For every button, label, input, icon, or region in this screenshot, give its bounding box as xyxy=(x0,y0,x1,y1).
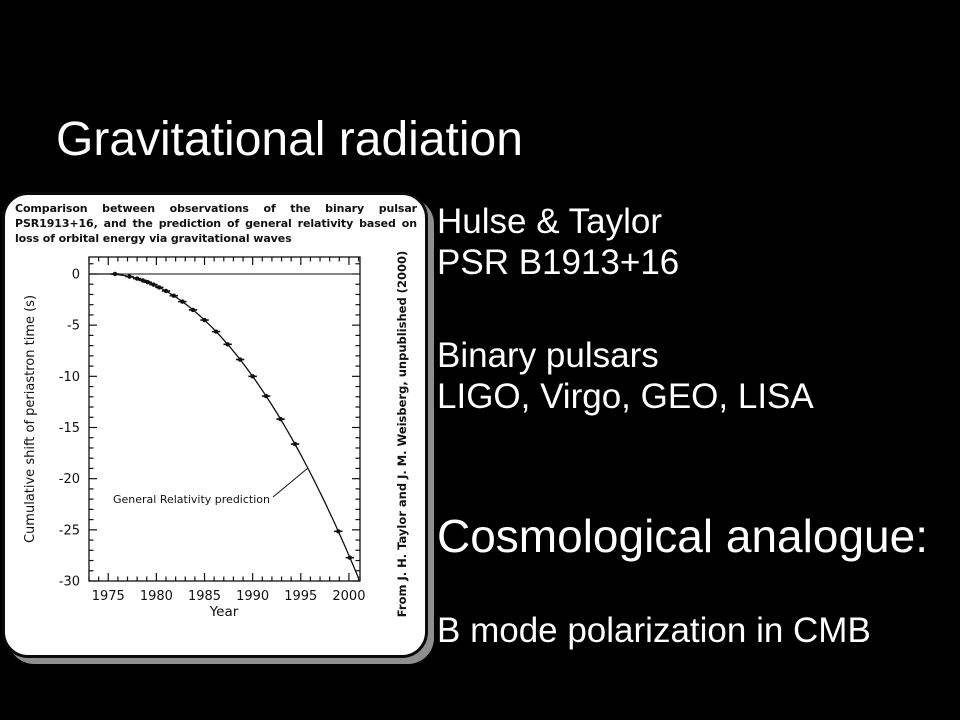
svg-text:-5: -5 xyxy=(67,319,80,334)
text-cosmological-analogue: Cosmological analogue: xyxy=(437,510,928,562)
svg-text:-10: -10 xyxy=(59,370,80,385)
svg-text:General Relativity prediction: General Relativity prediction xyxy=(113,493,270,506)
text-detectors: LIGO, Virgo, GEO, LISA xyxy=(437,377,814,416)
svg-text:-25: -25 xyxy=(59,523,80,538)
figure-caption: Comparison between observations of the b… xyxy=(15,201,417,246)
svg-text:0: 0 xyxy=(72,267,80,282)
svg-text:1985: 1985 xyxy=(188,589,221,604)
text-psr-b1913: PSR B1913+16 xyxy=(437,243,680,282)
svg-text:2000: 2000 xyxy=(332,589,365,604)
svg-text:-15: -15 xyxy=(59,421,80,436)
svg-text:From J. H. Taylor and J. M. We: From J. H. Taylor and J. M. Weisberg, un… xyxy=(395,251,409,617)
svg-text:-30: -30 xyxy=(59,575,80,590)
svg-text:Year: Year xyxy=(209,604,239,620)
svg-text:-20: -20 xyxy=(59,472,80,487)
figure-caption-line-2: PSR1913+16, and the prediction of genera… xyxy=(15,217,417,230)
svg-text:1995: 1995 xyxy=(284,589,317,604)
svg-text:1990: 1990 xyxy=(236,589,269,604)
slide-title: Gravitational radiation xyxy=(56,113,523,166)
pulsar-plot: 1975 1980 1985 1990 1995 2000 0 -5 -10 -15 -20 -25 -… xyxy=(23,251,409,620)
figure-caption-line-3: loss of orbital energy via gravitational… xyxy=(15,232,292,245)
figure-caption-line-1: Comparison between observations of the b… xyxy=(15,202,417,215)
svg-text:1980: 1980 xyxy=(140,589,173,604)
text-binary-pulsars: Binary pulsars xyxy=(437,336,659,375)
pulsar-figure-panel: Comparison between observations of the b… xyxy=(2,192,428,658)
text-hulse-taylor: Hulse & Taylor xyxy=(437,202,663,241)
svg-text:Cumulative shift of periastron: Cumulative shift of periastron time (s) xyxy=(23,295,38,543)
svg-text:1975: 1975 xyxy=(92,589,125,604)
text-bmode-cmb: B mode polarization in CMB xyxy=(437,611,871,650)
